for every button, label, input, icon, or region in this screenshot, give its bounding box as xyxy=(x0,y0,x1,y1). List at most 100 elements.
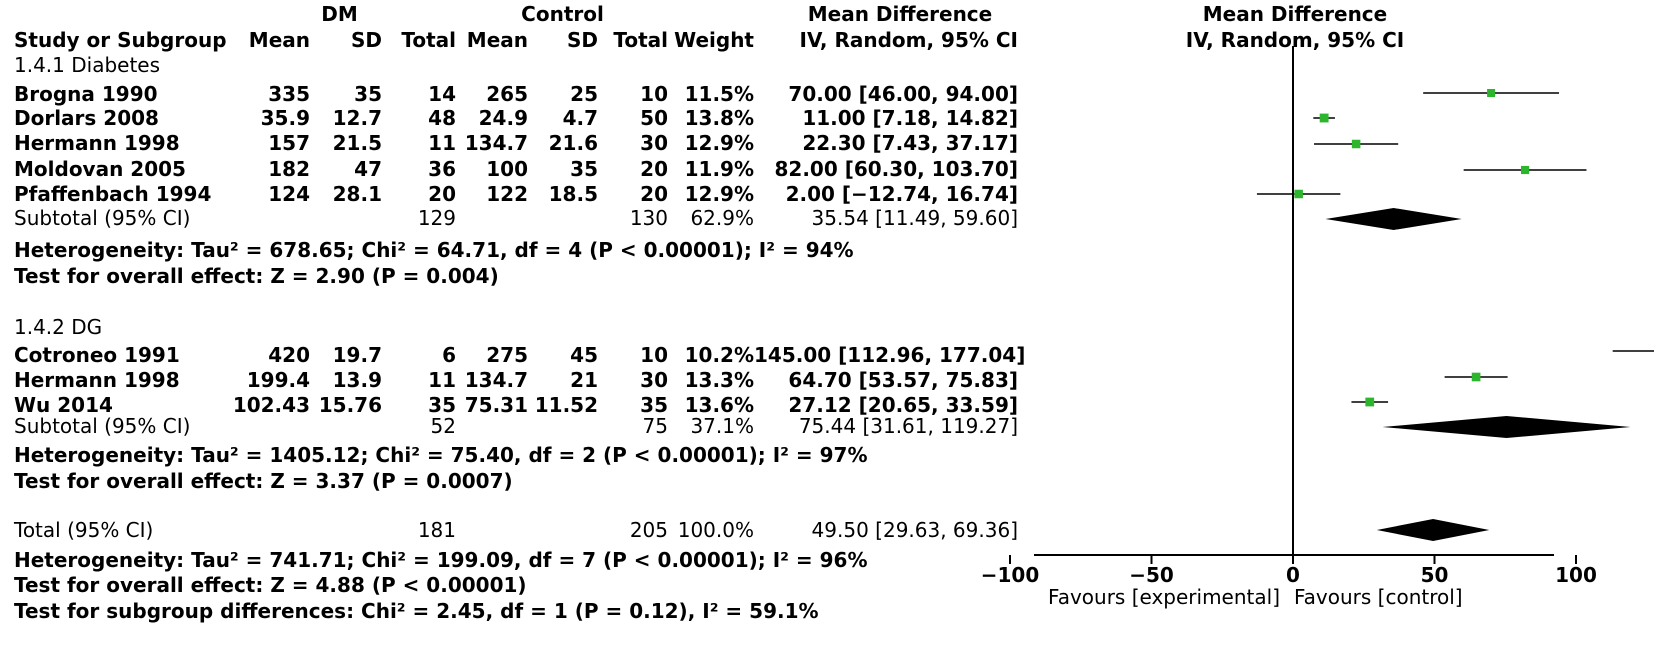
dm-sd: 13.9 xyxy=(332,368,382,392)
effect-ci: 27.12 [20.65, 33.59] xyxy=(788,393,1018,417)
effect-ci: 2.00 [−12.74, 16.74] xyxy=(785,182,1018,206)
total-heterogeneity-text: Heterogeneity: Tau² = 741.71; Chi² = 199… xyxy=(14,548,868,572)
c-sd: 45 xyxy=(570,343,598,367)
subgroup-title: 1.4.2 DG xyxy=(14,315,103,339)
c-mean: 265 xyxy=(486,82,528,106)
study-name: Dorlars 2008 xyxy=(14,106,159,130)
c-sd: 25 xyxy=(570,82,598,106)
heterogeneity-text: Heterogeneity: Tau² = 678.65; Chi² = 64.… xyxy=(14,238,854,262)
study-name: Wu 2014 xyxy=(14,393,113,417)
study-name: Pfaffenbach 1994 xyxy=(14,182,212,206)
dm-sd: 19.7 xyxy=(332,343,382,367)
subtotal-label: Subtotal (95% CI) xyxy=(14,414,191,438)
effect-ci: 70.00 [46.00, 94.00] xyxy=(788,82,1018,106)
study-point xyxy=(1294,189,1303,199)
dm-sd: 15.76 xyxy=(318,393,382,417)
study-name: Brogna 1990 xyxy=(14,82,158,106)
overall-effect-text: Test for overall effect: Z = 3.37 (P = 0… xyxy=(14,469,513,493)
dm-sd: 28.1 xyxy=(332,182,382,206)
study-name: Hermann 1998 xyxy=(14,368,180,392)
c-mean: 100 xyxy=(486,157,528,181)
pooled-diamond xyxy=(1325,208,1462,230)
x-tick-label: 50 xyxy=(1421,563,1449,587)
weight: 12.9% xyxy=(684,131,754,155)
c-mean: 134.7 xyxy=(464,131,528,155)
col-weight-header: Weight xyxy=(674,28,754,52)
c-total: 30 xyxy=(640,131,668,155)
weight: 11.9% xyxy=(684,157,754,181)
dm-total: 14 xyxy=(428,82,456,106)
x-tick-label: −100 xyxy=(981,563,1040,587)
subtotal-ci: 35.54 [11.49, 59.60] xyxy=(811,206,1018,230)
col-dm-sd-header: SD xyxy=(350,28,382,52)
study-point xyxy=(1319,113,1329,123)
subgroup-differences-text: Test for subgroup differences: Chi² = 2.… xyxy=(14,599,819,623)
c-mean: 24.9 xyxy=(478,106,528,130)
weight: 13.3% xyxy=(684,368,754,392)
dm-sd: 12.7 xyxy=(332,106,382,130)
c-mean: 134.7 xyxy=(464,368,528,392)
effect-ci: 82.00 [60.30, 103.70] xyxy=(774,157,1018,181)
favours-control-label: Favours [control] xyxy=(1294,585,1463,609)
col-dm-mean-header: Mean xyxy=(248,28,310,52)
subtotal-dm-total: 52 xyxy=(430,414,456,438)
dm-mean: 35.9 xyxy=(260,106,310,130)
study-name: Hermann 1998 xyxy=(14,131,180,155)
c-total: 20 xyxy=(640,157,668,181)
dm-total: 11 xyxy=(428,368,456,392)
subtotal-label: Subtotal (95% CI) xyxy=(14,206,191,230)
total-weight: 100.0% xyxy=(677,518,754,542)
c-total: 20 xyxy=(640,182,668,206)
effect-ci: 22.30 [7.43, 37.17] xyxy=(802,131,1018,155)
total-ci: 49.50 [29.63, 69.36] xyxy=(811,518,1018,542)
total-label: Total (95% CI) xyxy=(14,518,154,542)
col-c-mean-header: Mean xyxy=(466,28,528,52)
subtotal-c-total: 75 xyxy=(642,414,668,438)
favours-experimental-label: Favours [experimental] xyxy=(1048,585,1280,609)
dm-total: 36 xyxy=(428,157,456,181)
study-point xyxy=(1471,372,1481,382)
col-c-total-header: Total xyxy=(613,28,668,52)
subtotal-weight: 37.1% xyxy=(690,414,754,438)
dm-mean: 124 xyxy=(268,182,310,206)
col-study-header: Study or Subgroup xyxy=(14,28,227,52)
dm-total: 20 xyxy=(428,182,456,206)
dm-total: 6 xyxy=(442,343,456,367)
weight: 13.6% xyxy=(684,393,754,417)
subtotal-dm-total: 129 xyxy=(417,206,456,230)
weight: 13.8% xyxy=(684,106,754,130)
effect-ci: 64.70 [53.57, 75.83] xyxy=(788,368,1018,392)
group2-header: Control xyxy=(521,2,604,26)
c-sd: 4.7 xyxy=(562,106,598,130)
effect-header: Mean Difference xyxy=(807,2,993,26)
col-ci-header: IV, Random, 95% CI xyxy=(799,28,1018,52)
dm-total: 35 xyxy=(428,393,456,417)
dm-mean: 157 xyxy=(268,131,310,155)
pooled-diamond xyxy=(1382,416,1631,438)
dm-total: 48 xyxy=(428,106,456,130)
study-name: Moldovan 2005 xyxy=(14,157,186,181)
effect-ci: 11.00 [7.18, 14.82] xyxy=(802,106,1018,130)
subtotal-weight: 62.9% xyxy=(690,206,754,230)
dm-mean: 420 xyxy=(268,343,310,367)
c-total: 30 xyxy=(640,368,668,392)
pooled-diamond xyxy=(1376,519,1490,541)
heterogeneity-text: Heterogeneity: Tau² = 1405.12; Chi² = 75… xyxy=(14,443,868,467)
weight: 10.2% xyxy=(684,343,754,367)
dm-mean: 199.4 xyxy=(246,368,310,392)
study-name: Cotroneo 1991 xyxy=(14,343,180,367)
col-c-sd-header: SD xyxy=(566,28,598,52)
total-overall-effect-text: Test for overall effect: Z = 4.88 (P < 0… xyxy=(14,573,527,597)
total-c-total: 205 xyxy=(629,518,668,542)
study-point xyxy=(1520,165,1530,175)
c-total: 10 xyxy=(640,82,668,106)
c-mean: 275 xyxy=(486,343,528,367)
study-point xyxy=(1365,397,1375,407)
plot-method-header: IV, Random, 95% CI xyxy=(1185,28,1405,52)
c-sd: 21 xyxy=(570,368,598,392)
effect-ci: 145.00 [112.96, 177.04] xyxy=(754,343,1026,367)
c-mean: 122 xyxy=(486,182,528,206)
x-tick-label: 100 xyxy=(1555,563,1597,587)
c-sd: 11.52 xyxy=(534,393,598,417)
col-dm-total-header: Total xyxy=(401,28,456,52)
